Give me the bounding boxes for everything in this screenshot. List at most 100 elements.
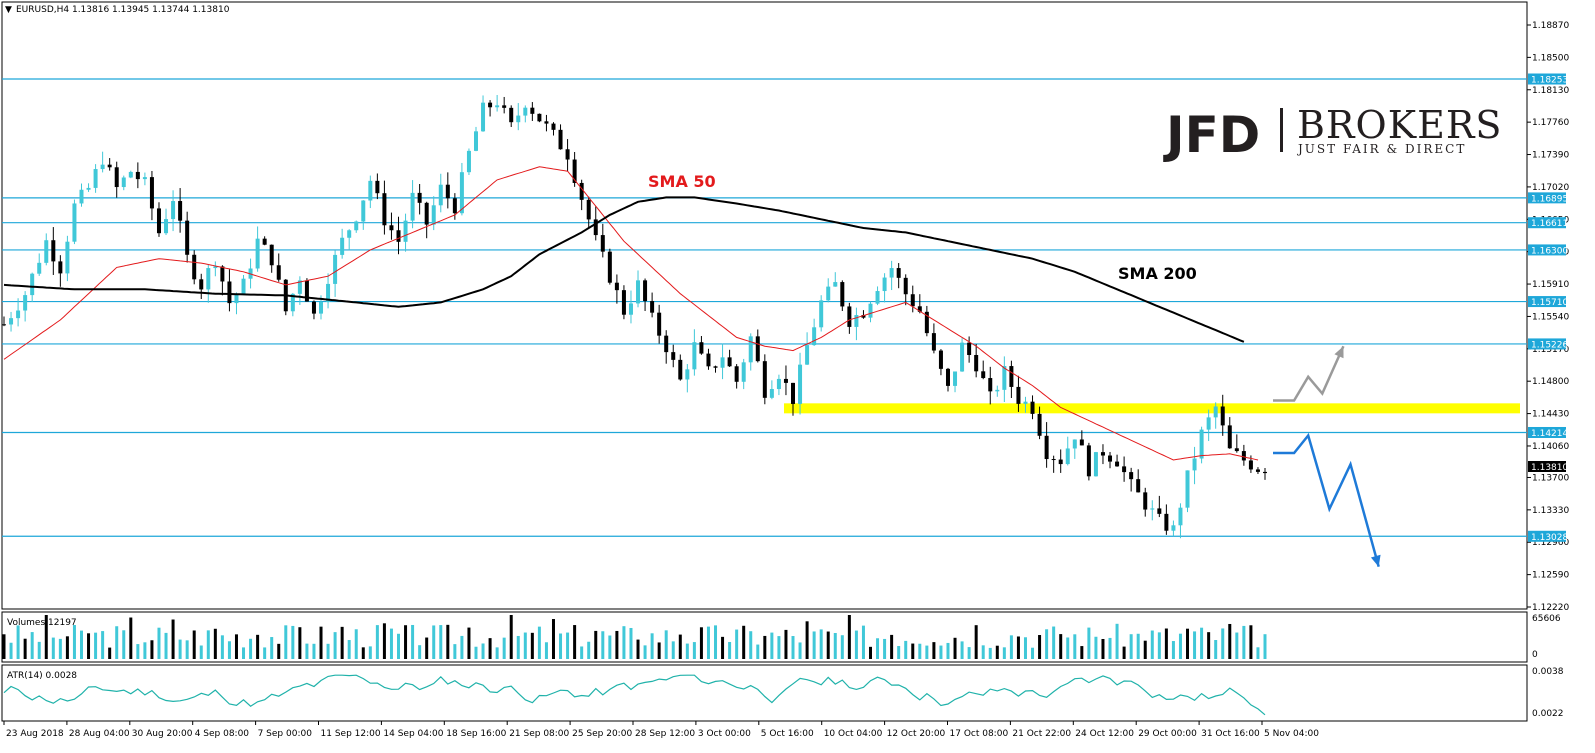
candle-body [931,333,936,351]
y-tick-label: 1.17020 [1532,183,1569,193]
candle-body [1220,406,1225,426]
sma50-line [3,166,1259,461]
volume-bar [1002,647,1006,659]
level-price-label: 1.15710 [1531,298,1568,308]
volume-bar [446,624,450,659]
candle-body [417,192,422,203]
y-tick-label: 1.14430 [1532,410,1569,420]
level-price-label: 1.14214 [1531,429,1568,439]
volume-bar [544,642,548,659]
current-price-label: 1.13810 [1531,463,1568,473]
volume-bar [1249,625,1253,659]
candle-body [938,350,943,369]
volume-bar [467,627,471,659]
volume-bar [326,643,330,659]
volume-bar [305,643,309,659]
level-price-box [1528,530,1566,542]
volume-bar [44,615,48,659]
x-tick-label: 4 Sep 08:00 [195,729,250,739]
volume-bar [1214,640,1218,659]
x-tick-label: 11 Sep 12:00 [321,729,381,739]
y-tick-label: 1.17760 [1532,118,1569,128]
volume-bar [932,642,936,659]
x-tick-label: 21 Sep 08:00 [509,729,569,739]
candle-body [586,199,591,220]
candle-body [1206,417,1211,430]
volume-bar [58,638,62,659]
candle-body [276,265,281,280]
candle-body [1009,366,1014,387]
candle-body [114,167,119,188]
level-price-label: 1.15226 [1531,340,1568,350]
candle-body [727,357,732,367]
candle-body [826,286,831,301]
volume-bar [1171,641,1175,659]
candle-body [424,202,429,225]
candle-body [1115,461,1120,467]
volume-bar [1087,627,1091,659]
candle-body [347,230,352,238]
volume-bar [1193,631,1197,659]
volume-bar [798,642,802,659]
volume-bar [213,628,217,659]
volume-bar [509,615,513,659]
volume-bar [763,635,767,659]
volume-bar [333,632,337,659]
candle-body [628,303,633,315]
volume-bar [319,626,323,659]
level-price-label: 1.13028 [1531,533,1568,543]
candle-body [953,371,958,386]
level-price-box [1528,73,1566,85]
y-tick-label: 1.13330 [1532,506,1569,516]
candle-body [671,352,676,360]
candle-body [1058,459,1063,465]
y-tick-label: 1.13700 [1532,473,1569,483]
candle-body [565,149,570,160]
candle-body [262,238,267,245]
volume-bar [1031,647,1035,659]
volume-bar [1073,634,1077,659]
candle-body [748,336,753,363]
volume-bar [1122,646,1126,659]
candle-body [903,277,908,295]
header-arrow-icon[interactable]: ▼ [5,5,12,15]
candle-body [755,336,760,362]
x-tick-label: 24 Oct 12:00 [1075,729,1134,739]
volume-bar [671,641,675,659]
main-panel [1,1,1528,610]
level-price-label: 1.16300 [1531,246,1568,256]
candle-body [572,159,577,183]
candle-body [149,177,154,209]
candle-body [509,107,514,123]
candle-body [1093,452,1098,477]
volume-bar [474,646,478,659]
x-tick-label: 5 Nov 04:00 [1264,729,1319,739]
candle-body [459,172,464,214]
volume-bar [1059,634,1063,659]
volume-bar [270,637,274,659]
volume-bar [136,644,140,659]
candle-body [1192,458,1197,471]
candle-body [51,240,56,262]
candle-body [1248,460,1253,470]
jfd-brokers-logo: JFD BROKERS JUST FAIR & DIRECT [1163,103,1501,164]
candle-body [1100,452,1105,456]
volume-bar [171,619,175,659]
volume-bar [2,634,6,659]
volume-bar [150,640,154,659]
current-price-box [1528,461,1566,472]
volume-bar [30,632,34,659]
candle-body [734,366,739,382]
level-price-label: 1.16895 [1531,194,1568,204]
candle-body [692,342,697,370]
candle-body [100,164,105,170]
atr-line[interactable] [3,674,1266,716]
volume-bar [199,645,203,659]
candle-body [361,200,366,222]
volume-bar [1023,637,1027,659]
y-tick-label: 1.12590 [1532,571,1569,581]
volume-bar [389,628,393,659]
candle-body [1072,439,1077,449]
x-tick-label: 23 Aug 2018 [6,729,64,739]
volume-bar [129,617,133,659]
